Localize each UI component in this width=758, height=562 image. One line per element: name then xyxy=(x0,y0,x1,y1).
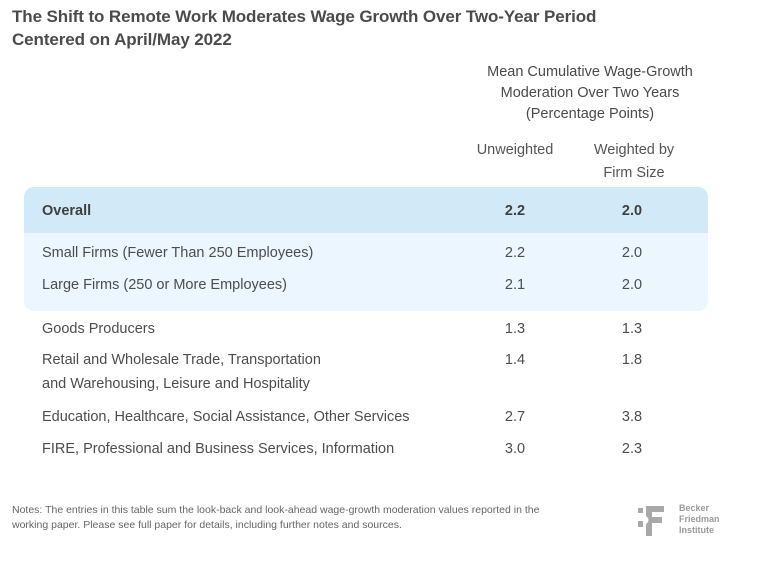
cell-unweighted: 2.2 xyxy=(504,203,526,219)
row-label: FIRE, Professional and Business Services… xyxy=(42,437,472,461)
cell-weighted: 2.0 xyxy=(621,245,643,261)
logo-text-line: Friedman xyxy=(679,514,720,524)
row-label-line: Retail and Wholesale Trade, Transportati… xyxy=(42,352,321,368)
cell-weighted: 2.0 xyxy=(621,277,643,293)
row-label-line: and Warehousing, Leisure and Hospitality xyxy=(42,376,310,392)
row-label-line: Goods Producers xyxy=(42,321,155,337)
column-group-header-line: (Percentage Points) xyxy=(525,106,655,122)
row-label: Large Firms (250 or More Employees) xyxy=(42,273,472,297)
cell-weighted: 1.8 xyxy=(621,352,643,368)
cell-weighted: 2.3 xyxy=(621,441,643,457)
cell-unweighted: 1.4 xyxy=(504,352,526,368)
column-header-unweighted: Unweighted xyxy=(476,142,554,158)
becker-friedman-logo: Becker Friedman Institute xyxy=(638,503,738,539)
row-label-line: Small Firms (Fewer Than 250 Employees) xyxy=(42,245,314,261)
row-label-line: Education, Healthcare, Social Assistance… xyxy=(42,409,410,425)
column-header-weighted-line1: Weighted by xyxy=(593,142,675,158)
row-label-line: Large Firms (250 or More Employees) xyxy=(42,277,287,293)
cell-unweighted: 2.2 xyxy=(504,245,526,261)
row-label: Small Firms (Fewer Than 250 Employees) xyxy=(42,241,472,265)
table-title: The Shift to Remote Work Moderates Wage … xyxy=(12,5,752,51)
cell-unweighted: 2.1 xyxy=(504,277,526,293)
overall-highlight-band xyxy=(24,187,708,233)
cell-weighted: 3.8 xyxy=(621,409,643,425)
row-label: Goods Producers xyxy=(42,317,472,341)
cell-weighted: 2.0 xyxy=(621,203,643,219)
row-label-line: Overall xyxy=(42,203,92,219)
column-header-weighted-line2: Firm Size xyxy=(603,165,665,181)
logo-text-line: Becker xyxy=(679,503,710,513)
column-group-header: Mean Cumulative Wage-Growth Moderation O… xyxy=(440,62,740,125)
column-group-header-line: Moderation Over Two Years xyxy=(500,85,680,101)
notes: Notes: The entries in this table sum the… xyxy=(12,504,540,531)
logo-text-line: Institute xyxy=(679,525,714,535)
row-label: Overall xyxy=(42,199,472,223)
cell-unweighted: 3.0 xyxy=(504,441,526,457)
row-label: Retail and Wholesale Trade, Transportati… xyxy=(42,348,472,396)
logo-text: Becker Friedman Institute xyxy=(679,503,720,536)
column-group-header-line: Mean Cumulative Wage-Growth xyxy=(487,64,693,80)
cell-unweighted: 1.3 xyxy=(504,321,526,337)
cell-weighted: 1.3 xyxy=(621,321,643,337)
column-header-weighted: Weighted by Firm Size xyxy=(578,139,690,185)
cell-unweighted: 2.7 xyxy=(504,409,526,425)
title-line-1: The Shift to Remote Work Moderates Wage … xyxy=(12,7,597,26)
title-line-2: Centered on April/May 2022 xyxy=(12,30,232,49)
bf-logo-mark-icon xyxy=(638,506,664,536)
firm-size-highlight-band xyxy=(24,233,708,311)
row-label: Education, Healthcare, Social Assistance… xyxy=(42,405,472,429)
row-label-line: FIRE, Professional and Business Services… xyxy=(42,441,395,457)
